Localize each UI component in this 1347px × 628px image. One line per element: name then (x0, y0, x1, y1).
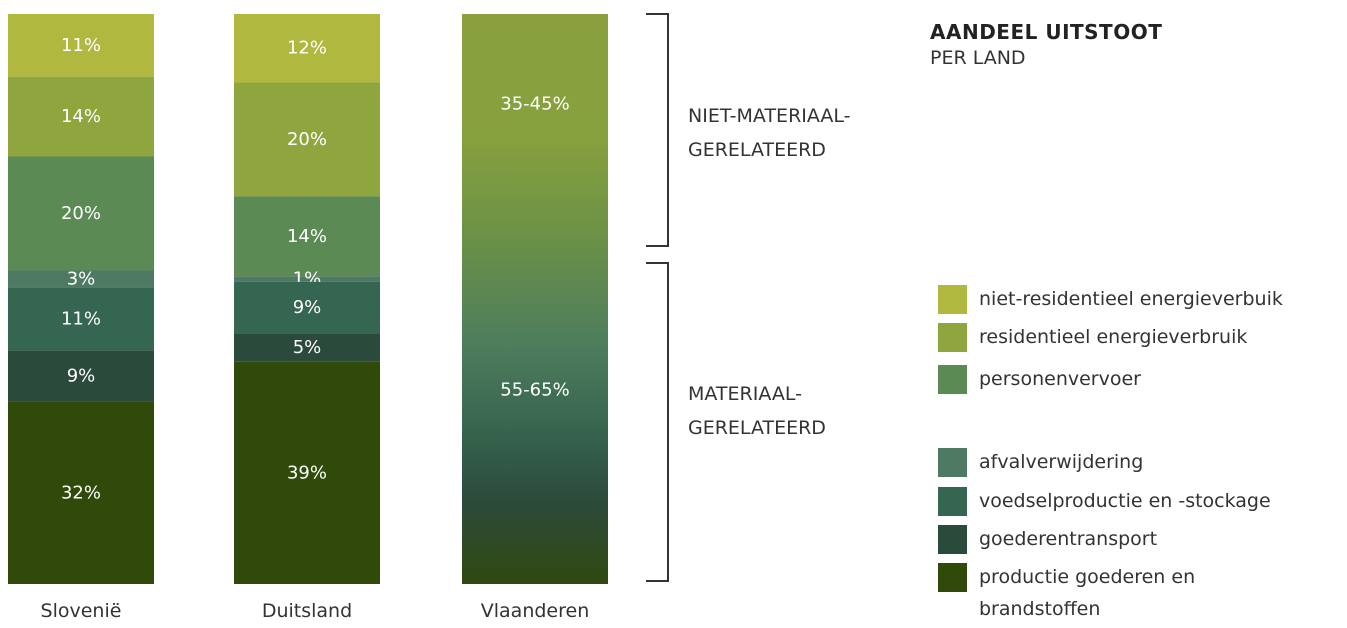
legend-swatch (938, 364, 967, 394)
bar-segment (234, 276, 380, 282)
group-label-material: MATERIAAL- GERELATEERD (688, 383, 826, 439)
bar-value-label: 9% (293, 297, 322, 318)
legend-label: afvalverwijdering (979, 451, 1144, 473)
category-label: Vlaanderen (481, 600, 589, 622)
legend-item: productie goederen en brandstoffen (938, 563, 1195, 620)
bracket (646, 13, 669, 247)
bracket (646, 262, 669, 582)
legend-item: voedselproductie en -stockage (938, 485, 1271, 517)
legend-item: afvalverwijdering (938, 446, 1143, 478)
bar-segment (8, 287, 154, 351)
legend-label: personenvervoer (979, 368, 1141, 390)
legend-swatch (938, 486, 967, 516)
bar-segment (8, 401, 154, 584)
legend-label: goederentransport (979, 528, 1158, 550)
bar-value-label: 5% (293, 337, 322, 358)
legend-swatch (938, 524, 967, 554)
bar-value-label: 3% (67, 269, 96, 290)
range-value-label: 55-65% (500, 380, 569, 401)
bar-value-label: 20% (287, 129, 327, 150)
group-label-non-material: NIET-MATERIAAL- GERELATEERD (688, 105, 851, 161)
bar-value-label: 32% (61, 482, 101, 503)
bar-value-label: 20% (61, 203, 101, 224)
bar-segment (234, 361, 380, 584)
bar-segment (8, 270, 154, 288)
bar-segment (8, 350, 154, 402)
legend-swatch (938, 284, 967, 314)
legend-item: residentieel energieverbruik (938, 321, 1247, 353)
category-label: Slovenië (41, 600, 122, 622)
bar-segment (8, 14, 154, 77)
bar-value-label: 14% (287, 226, 327, 247)
bar-value-label: 11% (61, 35, 101, 56)
legend-swatch (938, 563, 967, 592)
legend-item: niet-residentieel energieverbuik (938, 283, 1283, 315)
bar-segment (234, 333, 380, 362)
range-value-label: 35-45% (500, 94, 569, 115)
legend-label: productie goederen en brandstoffen (979, 566, 1196, 620)
legend-label: niet-residentieel energieverbuik (979, 288, 1283, 310)
chart-subtitle: PER LAND (930, 47, 1026, 69)
bar-segment (8, 76, 154, 157)
legend-label: voedselproductie en -stockage (979, 490, 1271, 512)
chart-title: AANDEEL UITSTOOT (930, 20, 1163, 44)
bar-value-label: 14% (61, 106, 101, 127)
legend-item: goederentransport (938, 523, 1157, 555)
bar-segment (8, 156, 154, 271)
bar-segment (234, 281, 380, 334)
legend-item: personenvervoer (938, 363, 1141, 395)
legend-swatch (938, 322, 967, 352)
bar-value-label: 12% (287, 38, 327, 59)
bar-value-label: 9% (67, 365, 96, 386)
legend-swatch (938, 447, 967, 477)
bar-value-label: 11% (61, 308, 101, 329)
legend-label: residentieel energieverbruik (979, 326, 1248, 348)
bar-segment (234, 14, 380, 83)
range-bar (462, 14, 608, 584)
group-brackets (646, 13, 669, 582)
bar-segment (234, 82, 380, 197)
category-label: Duitsland (262, 600, 352, 622)
stacked-bar-chart: 11%14%20%3%11%9%32%12%20%14%1%9%5%39%35-… (8, 13, 669, 622)
bar-segment (234, 196, 380, 277)
bar-value-label: 39% (287, 462, 327, 483)
